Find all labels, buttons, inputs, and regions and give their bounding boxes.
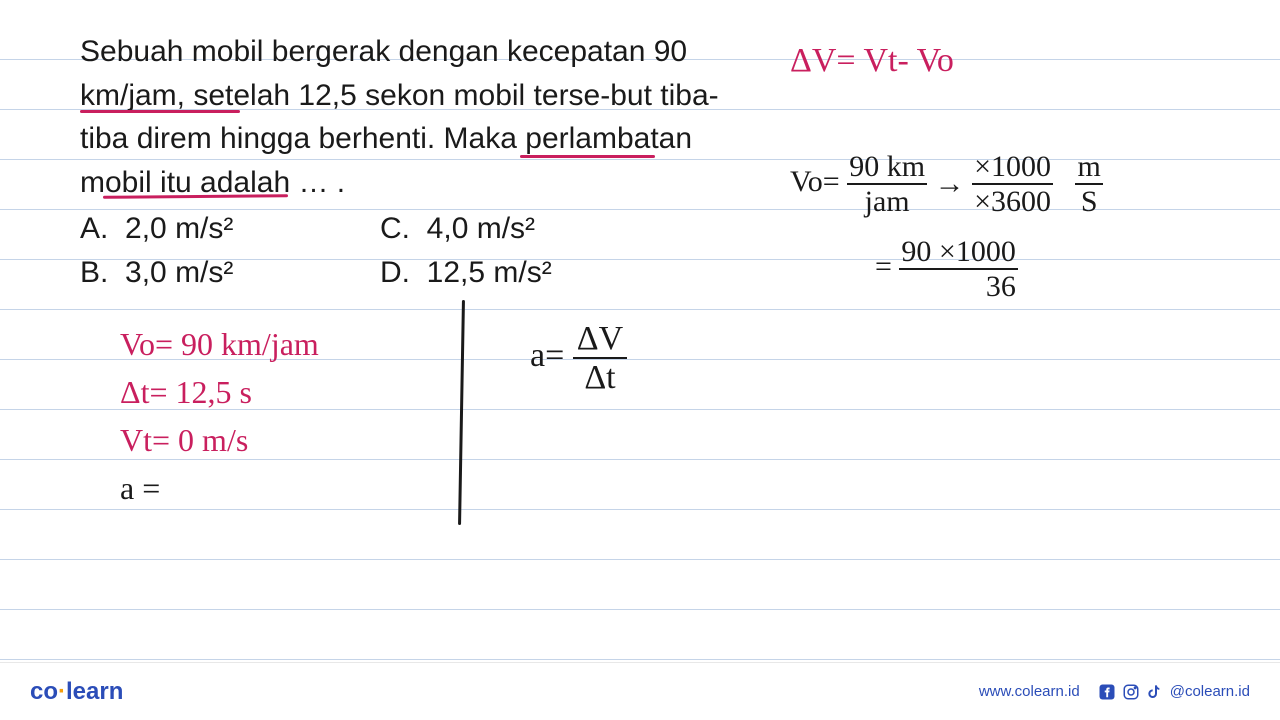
option-b: B. 3,0 m/s²: [80, 251, 380, 295]
a-eq-lhs: a=: [530, 337, 564, 374]
given-dt: Δt= 12,5 s: [120, 368, 319, 416]
equation-v0-result: = 90 ×1000 36: [875, 235, 1018, 303]
option-a: A. 2,0 m/s²: [80, 207, 380, 251]
given-values: Vo= 90 km/jam Δt= 12,5 s Vt= 0 m/s a =: [120, 320, 319, 512]
given-v0: Vo= 90 km/jam: [120, 320, 319, 368]
v0-conv-frac2: ×1000 ×3600: [972, 150, 1053, 218]
v0-conv-frac1: 90 km jam: [847, 150, 927, 218]
v0-conv-num1: 90 km: [847, 150, 927, 185]
option-a-label: A.: [80, 212, 108, 245]
option-b-label: B.: [80, 256, 108, 289]
given-a: a =: [120, 464, 319, 512]
logo-learn: learn: [66, 678, 123, 705]
v0-result-frac: 90 ×1000 36: [899, 235, 1017, 303]
option-c-value: 4,0 m/s²: [427, 212, 535, 245]
arrow-icon: →: [935, 167, 965, 200]
equation-delta-v: ΔV= Vt- Vo: [790, 42, 954, 79]
instagram-icon: [1122, 683, 1140, 701]
underline-berhenti: [520, 155, 655, 158]
v0-conv-den1: jam: [863, 185, 912, 218]
v0-result-num: 90 ×1000: [899, 235, 1017, 270]
option-b-value: 3,0 m/s²: [125, 256, 233, 289]
option-d: D. 12,5 m/s²: [380, 251, 552, 295]
footer-url: www.colearn.id: [979, 683, 1080, 700]
a-eq-num: ΔV: [573, 320, 627, 359]
logo-co: co: [30, 678, 58, 705]
v0-result-den: 36: [899, 270, 1017, 303]
footer-right: www.colearn.id @colearn.id: [979, 683, 1250, 701]
a-eq-den: Δt: [573, 359, 627, 396]
social-handle: @colearn.id: [1170, 683, 1250, 700]
answer-options: A. 2,0 m/s² C. 4,0 m/s² B. 3,0 m/s² D. 1…: [80, 207, 552, 294]
option-d-value: 12,5 m/s²: [427, 256, 552, 289]
logo: co·learn: [30, 678, 123, 706]
tiktok-icon: [1146, 683, 1164, 701]
option-c: C. 4,0 m/s²: [380, 207, 535, 251]
v0-conv-unit-n: m: [1075, 150, 1102, 185]
v0-result-lhs: =: [875, 250, 892, 283]
a-eq-frac: ΔV Δt: [573, 320, 627, 397]
v0-conv-den2: ×3600: [972, 185, 1053, 218]
v0-conv-num2: ×1000: [972, 150, 1053, 185]
equation-acceleration: a= ΔV Δt: [530, 320, 627, 397]
option-d-label: D.: [380, 256, 410, 289]
v0-conv-unit: m S: [1075, 150, 1102, 218]
v0-conv-lhs: Vo=: [790, 165, 840, 198]
option-c-label: C.: [380, 212, 410, 245]
option-a-value: 2,0 m/s²: [125, 212, 233, 245]
given-vt: Vt= 0 m/s: [120, 416, 319, 464]
v0-conv-unit-d: S: [1079, 185, 1100, 218]
equation-v0-conversion: Vo= 90 km jam → ×1000 ×3600 m S: [790, 150, 1103, 218]
footer: co·learn www.colearn.id @colearn.id: [0, 662, 1280, 720]
facebook-icon: [1098, 683, 1116, 701]
social-icons: @colearn.id: [1098, 683, 1250, 701]
underline-90kmjam: [80, 110, 240, 113]
question-text: Sebuah mobil bergerak dengan kecepatan 9…: [80, 30, 740, 204]
logo-dot: ·: [58, 678, 66, 705]
